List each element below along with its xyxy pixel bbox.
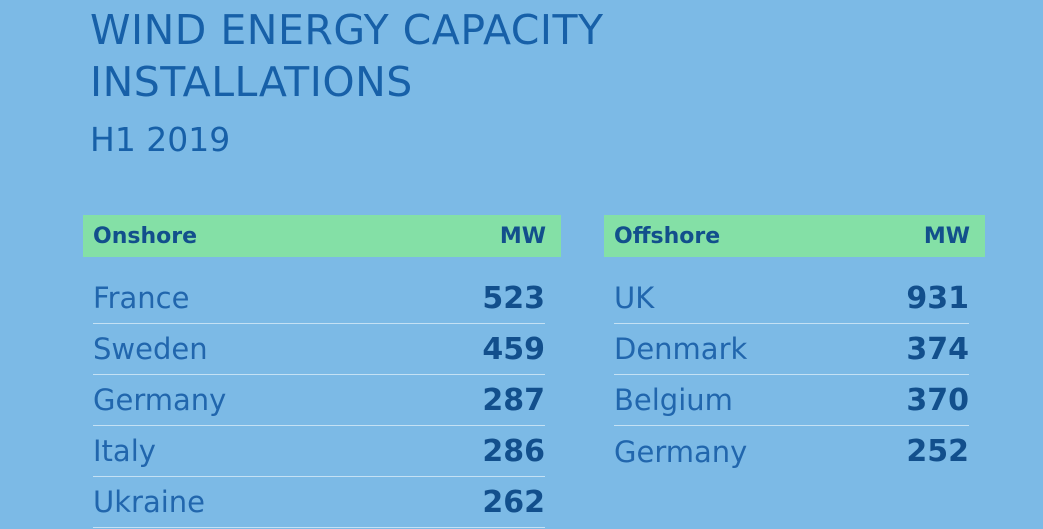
onshore-table-header: Onshore MW (83, 215, 561, 257)
offshore-table-header: Offshore MW (604, 215, 985, 257)
onshore-table: Onshore MW France 523 Sweden 459 Germany 287 I… (83, 215, 561, 528)
onshore-country-label: Ukraine (93, 485, 205, 519)
offshore-table-row: UK 931 (614, 273, 969, 324)
offshore-country-label: Belgium (614, 383, 733, 417)
offshore-header-label: Offshore (614, 223, 721, 249)
page-subtitle: H1 2019 (90, 120, 231, 159)
offshore-mw-value: 374 (906, 331, 969, 367)
onshore-table-row: Germany 287 (93, 375, 545, 426)
offshore-country-label: UK (614, 281, 655, 315)
title-line-1: WIND ENERGY CAPACITY (90, 6, 604, 54)
offshore-table-row: Germany 252 (614, 426, 969, 477)
offshore-rows: UK 931 Denmark 374 Belgium 370 Germany 252 (604, 273, 985, 477)
onshore-country-label: Sweden (93, 332, 208, 366)
title-line-2: INSTALLATIONS (90, 58, 413, 106)
page-title: WIND ENERGY CAPACITY INSTALLATIONS (90, 4, 604, 108)
offshore-table-row: Denmark 374 (614, 324, 969, 375)
offshore-mw-value: 370 (906, 382, 969, 418)
offshore-header-unit: MW (923, 223, 970, 249)
onshore-mw-value: 262 (482, 484, 545, 520)
onshore-country-label: Germany (93, 383, 227, 417)
onshore-mw-value: 286 (482, 433, 545, 469)
offshore-table-row: Belgium 370 (614, 375, 969, 426)
onshore-rows: France 523 Sweden 459 Germany 287 Italy 286 Ukra… (83, 273, 561, 528)
onshore-country-label: Italy (93, 434, 156, 468)
offshore-mw-value: 252 (906, 434, 969, 469)
onshore-table-row: France 523 (93, 273, 545, 324)
offshore-mw-value: 931 (906, 280, 969, 316)
onshore-table-row: Italy 286 (93, 426, 545, 477)
onshore-mw-value: 287 (482, 382, 545, 418)
onshore-table-row: Ukraine 262 (93, 477, 545, 528)
offshore-country-label: Denmark (614, 332, 748, 366)
onshore-mw-value: 459 (482, 331, 545, 367)
offshore-table: Offshore MW UK 931 Denmark 374 Belgium 370 Ger… (604, 215, 985, 477)
onshore-country-label: France (93, 281, 190, 315)
onshore-mw-value: 523 (482, 280, 545, 316)
onshore-header-label: Onshore (93, 223, 198, 249)
offshore-country-label: Germany (614, 434, 748, 469)
onshore-table-row: Sweden 459 (93, 324, 545, 375)
onshore-header-unit: MW (499, 223, 546, 249)
